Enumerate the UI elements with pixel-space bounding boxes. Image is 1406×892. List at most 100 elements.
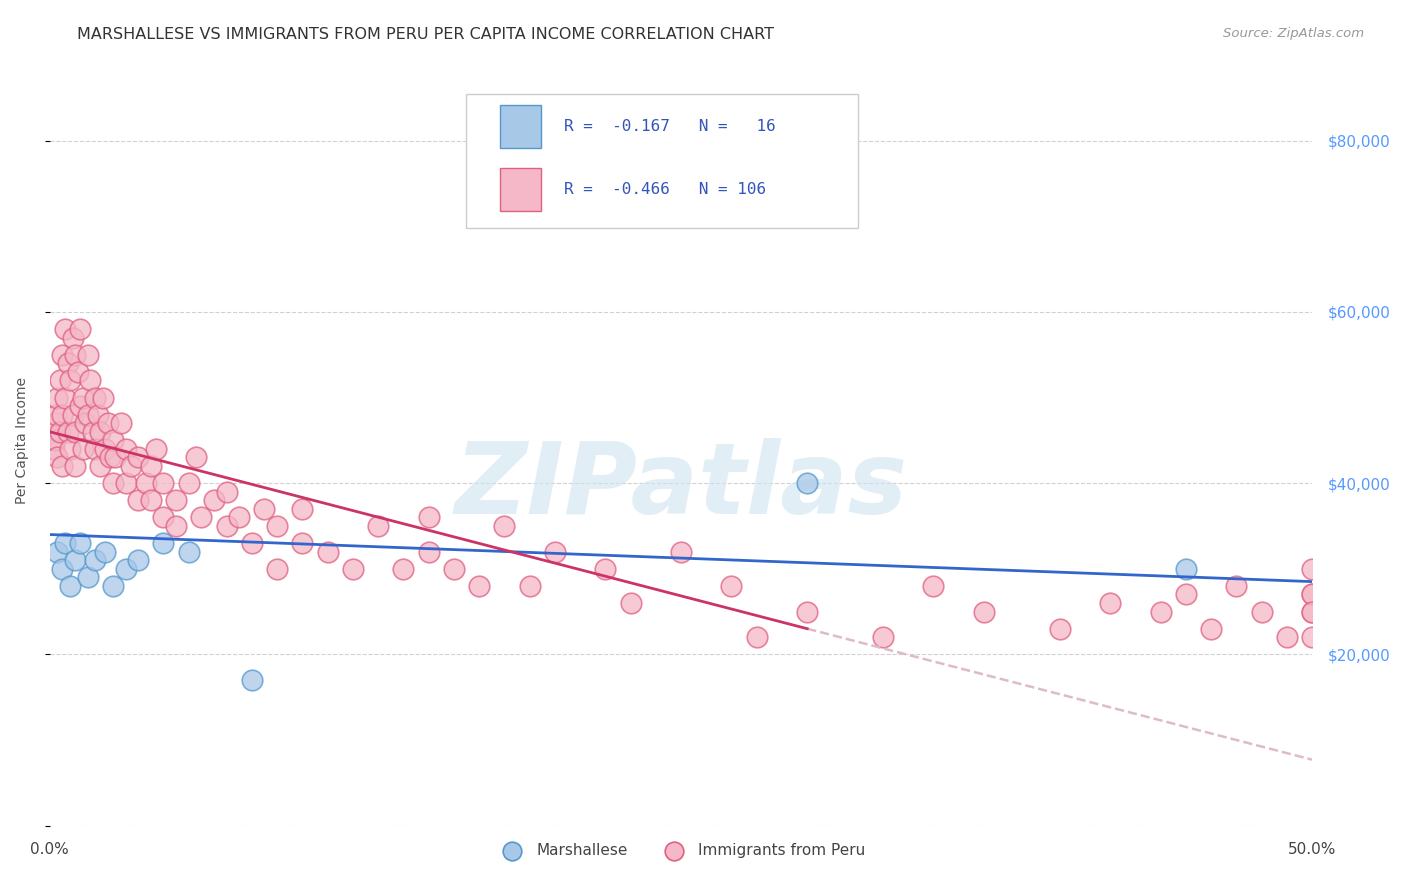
Point xyxy=(69,536,91,550)
Point xyxy=(76,348,98,362)
Point xyxy=(1301,605,1323,619)
Point xyxy=(82,425,104,439)
Point xyxy=(1174,562,1197,576)
Point xyxy=(519,579,541,593)
Point xyxy=(152,536,174,550)
Point xyxy=(1301,587,1323,601)
Point xyxy=(59,374,82,388)
Point xyxy=(59,442,82,456)
Point xyxy=(342,562,364,576)
Point xyxy=(291,536,314,550)
Point xyxy=(215,519,238,533)
Point xyxy=(120,458,142,473)
Point xyxy=(720,579,742,593)
Point xyxy=(1250,605,1272,619)
Point xyxy=(367,519,389,533)
Point xyxy=(1174,587,1197,601)
Point xyxy=(240,673,263,687)
Point xyxy=(745,630,768,644)
Point xyxy=(127,493,149,508)
Point xyxy=(46,450,69,465)
Point xyxy=(202,493,225,508)
Point xyxy=(49,425,72,439)
Point xyxy=(63,458,86,473)
Point xyxy=(253,501,276,516)
Point xyxy=(66,365,89,379)
Point xyxy=(114,476,136,491)
Point xyxy=(135,476,157,491)
Point xyxy=(139,493,162,508)
Point xyxy=(1301,605,1323,619)
Point xyxy=(51,562,73,576)
Point xyxy=(56,425,79,439)
Point xyxy=(91,391,114,405)
Point xyxy=(84,553,107,567)
Point xyxy=(593,562,616,576)
Point xyxy=(100,450,122,465)
Point xyxy=(45,408,67,422)
Point xyxy=(872,630,894,644)
Point xyxy=(101,434,124,448)
Point xyxy=(89,425,111,439)
Point xyxy=(186,450,208,465)
Point xyxy=(139,458,162,473)
Point xyxy=(177,476,200,491)
Point xyxy=(796,476,818,491)
Point xyxy=(101,476,124,491)
Point xyxy=(44,434,66,448)
Point xyxy=(145,442,167,456)
Point xyxy=(1150,605,1173,619)
Point xyxy=(62,408,84,422)
Point xyxy=(51,458,73,473)
Point xyxy=(152,510,174,524)
Point xyxy=(104,450,127,465)
Point xyxy=(443,562,465,576)
Point xyxy=(53,536,76,550)
Point xyxy=(316,544,339,558)
Point xyxy=(266,519,288,533)
Y-axis label: Per Capita Income: Per Capita Income xyxy=(15,376,30,504)
Point xyxy=(94,544,117,558)
Point xyxy=(669,544,692,558)
Point xyxy=(494,519,516,533)
Point xyxy=(63,553,86,567)
Point xyxy=(1099,596,1122,610)
Point xyxy=(62,331,84,345)
Point xyxy=(69,399,91,413)
Point xyxy=(51,348,73,362)
Point xyxy=(152,476,174,491)
Point xyxy=(922,579,945,593)
Point xyxy=(89,458,111,473)
Point xyxy=(127,553,149,567)
Point xyxy=(49,374,72,388)
Point xyxy=(1049,622,1071,636)
Point xyxy=(110,416,132,430)
Point xyxy=(41,425,63,439)
FancyBboxPatch shape xyxy=(501,105,541,147)
Point xyxy=(190,510,212,524)
Point xyxy=(418,544,440,558)
Point xyxy=(94,442,117,456)
Point xyxy=(1225,579,1247,593)
Point xyxy=(53,322,76,336)
Text: R =  -0.466   N = 106: R = -0.466 N = 106 xyxy=(564,182,766,197)
Point xyxy=(46,391,69,405)
Point xyxy=(619,596,641,610)
Point xyxy=(56,356,79,370)
FancyBboxPatch shape xyxy=(501,169,541,211)
Point xyxy=(544,544,567,558)
Point xyxy=(228,510,250,524)
FancyBboxPatch shape xyxy=(467,94,858,228)
Point xyxy=(215,484,238,499)
Point xyxy=(42,442,65,456)
Point xyxy=(59,579,82,593)
Point xyxy=(46,544,69,558)
Point xyxy=(84,442,107,456)
Point xyxy=(165,493,187,508)
Point xyxy=(76,570,98,584)
Point xyxy=(97,416,120,430)
Point xyxy=(177,544,200,558)
Text: ZIPatlas: ZIPatlas xyxy=(454,438,907,535)
Point xyxy=(72,391,94,405)
Point xyxy=(51,408,73,422)
